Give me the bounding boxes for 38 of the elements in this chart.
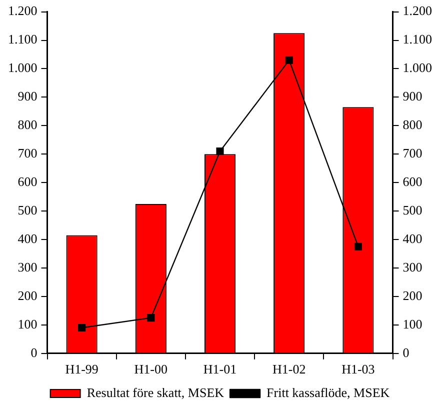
y2-tick-label: 800 (402, 117, 422, 132)
y-tick-label: 1.100 (8, 32, 38, 47)
y-tick-label: 800 (18, 117, 38, 132)
y-tick-label: 500 (18, 202, 38, 218)
legend-label: Fritt kassaflöde, MSEK (266, 384, 390, 400)
y-tick-label: 400 (18, 230, 38, 246)
x-tick-label: H1-03 (342, 362, 375, 377)
point (285, 56, 293, 64)
y-tick-label: 900 (18, 88, 38, 104)
y-tick-label: 0 (30, 344, 38, 360)
y2-tick-label: 500 (402, 202, 422, 218)
y-tick-label: 700 (18, 146, 38, 161)
y-tick-label: 1.200 (8, 3, 38, 18)
y-tick-label: 300 (18, 259, 38, 274)
y2-tick-label: 900 (402, 88, 422, 104)
legend-label: Resultat före skatt, MSEK (86, 384, 225, 400)
y-tick-label: 1.000 (8, 60, 38, 76)
x-tick-label: H1-01 (203, 362, 237, 377)
y2-tick-label: 100 (402, 316, 422, 332)
y2-tick-label: 700 (402, 146, 422, 161)
y-tick-label: 200 (18, 288, 38, 303)
y2-tick-label: 300 (402, 259, 422, 274)
y-tick-label: 600 (18, 174, 38, 190)
point (78, 324, 86, 332)
y2-tick-label: 1.000 (402, 60, 432, 76)
x-tick-label: H1-00 (134, 362, 168, 377)
x-tick-label: H1-02 (272, 362, 306, 377)
y2-tick-label: 600 (402, 174, 422, 190)
y2-tick-label: 1.100 (402, 32, 432, 47)
y2-tick-label: 400 (402, 230, 422, 246)
point (216, 148, 224, 156)
y2-tick-label: 0 (402, 344, 410, 360)
y-tick-label: 100 (18, 316, 38, 332)
point (354, 242, 362, 250)
x-tick-label: H1-99 (65, 362, 98, 377)
y2-tick-label: 1.200 (402, 3, 432, 18)
y2-tick-label: 200 (402, 288, 422, 303)
point (147, 314, 155, 322)
